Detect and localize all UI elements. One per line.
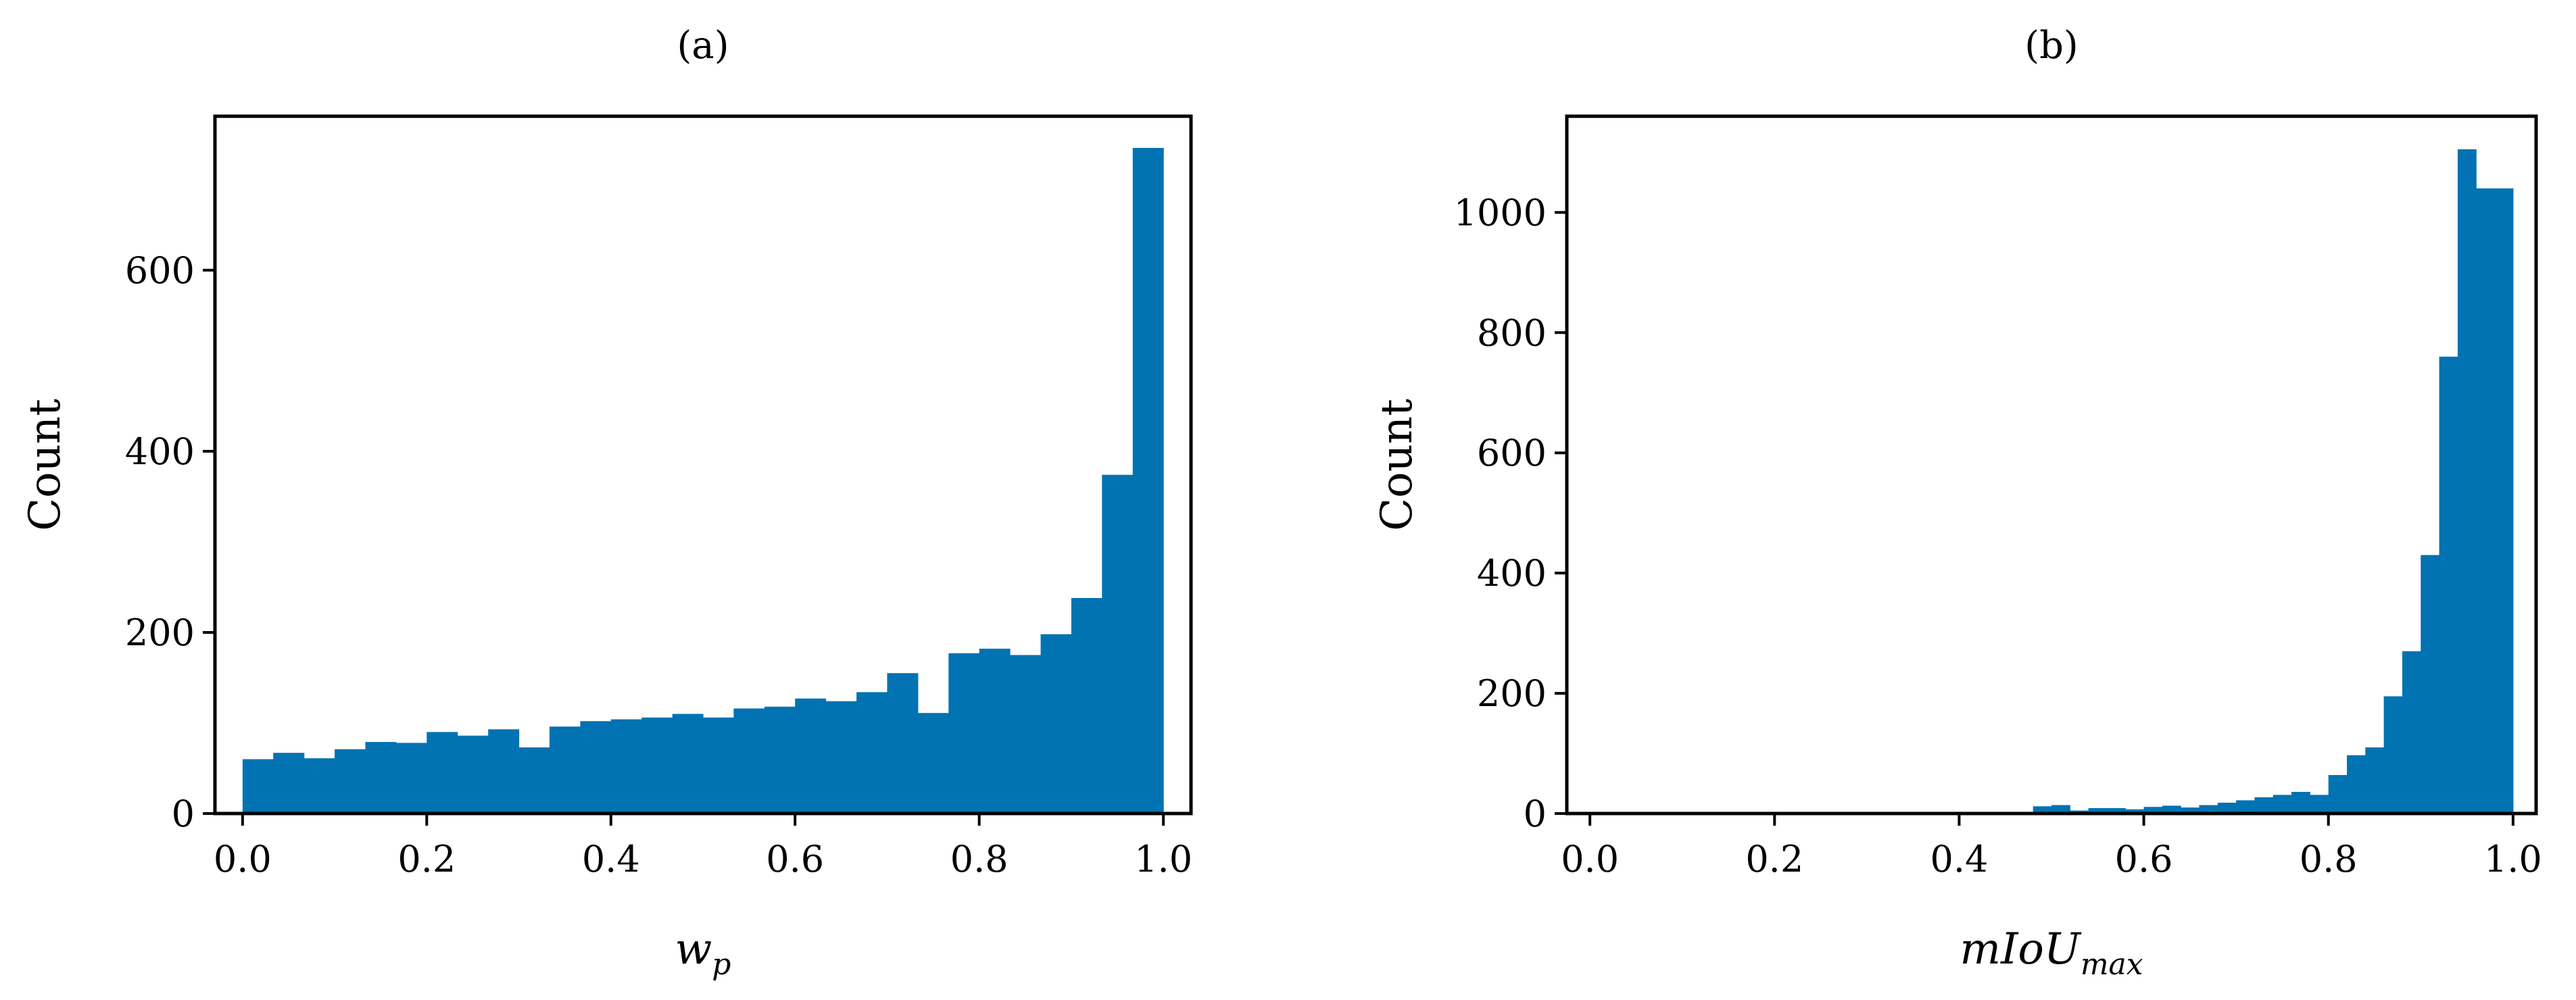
bar-b-17 [2347,755,2366,814]
bar-a-15 [703,717,734,814]
bar-b-9 [2199,805,2218,814]
bar-a-20 [856,692,888,814]
x-axis-label-b: mIoUmax [1960,924,2143,982]
bar-b-12 [2254,797,2274,814]
bar-a-26 [1040,634,1072,814]
bar-b-16 [2328,775,2348,814]
x-axis-label-main-a: w [675,924,712,974]
x-axis-label-sub-a: p [712,947,731,982]
bar-a-5 [395,743,427,814]
x-tick-label-b-5: 1.0 [2484,838,2542,880]
bar-b-25 [2494,188,2514,814]
y-tick-label-b-4: 800 [1477,311,1547,354]
bar-a-23 [948,653,980,814]
y-tick-label-a-3: 600 [125,249,195,292]
panel-a: 0.0 0.2 0.4 0.6 0.8 1.0 0 200 400 600 (a) Count wp [20,24,1193,982]
bar-a-16 [733,708,765,814]
bar-b-19 [2383,696,2403,814]
bar-a-12 [610,719,642,814]
axes-frame-b [1565,114,2538,816]
bar-a-27 [1071,598,1102,814]
x-axis-label-sub-b: max [2081,947,2143,982]
bar-a-4 [365,742,397,814]
bar-b-5 [2125,809,2145,814]
bars-a [242,147,1164,814]
x-tick-label-b-0: 0.0 [1561,838,1619,880]
bar-a-2 [303,758,335,814]
bar-a-3 [335,749,366,814]
bar-a-7 [457,735,489,814]
y-axis-label-a: Count [20,399,70,531]
y-tick-label-a-1: 200 [125,611,195,654]
bar-a-0 [242,759,274,814]
bar-a-11 [580,721,612,814]
bar-a-28 [1102,474,1134,814]
bar-a-17 [764,706,796,814]
y-tick-label-a-0: 0 [172,793,195,835]
panel-title-b: (b) [2024,24,2079,68]
x-tick-label-b-3: 0.6 [2115,838,2173,880]
y-tick-label-a-2: 400 [125,430,195,473]
x-tick-label-a-4: 0.8 [950,838,1008,880]
panel-title-a: (a) [677,24,729,68]
bar-b-21 [2421,555,2440,814]
x-tick-label-a-0: 0.0 [214,838,272,880]
bar-b-10 [2217,802,2237,814]
panel-b: 0.0 0.2 0.4 0.6 0.8 1.0 0 200 400 600 800 1000 (b) Co… [1372,24,2542,982]
bar-b-0 [2033,806,2052,814]
bar-b-1 [2051,805,2070,814]
bar-b-13 [2273,795,2292,814]
bars-b [2033,149,2514,814]
bar-a-21 [887,673,919,814]
y-tick-label-b-2: 400 [1477,552,1547,595]
bar-b-8 [2181,807,2200,814]
bar-a-8 [488,729,520,814]
bar-a-29 [1132,147,1164,814]
bar-a-13 [641,717,673,814]
bar-a-6 [427,732,458,814]
bar-a-22 [917,713,949,814]
bar-a-9 [518,747,550,814]
x-tick-label-b-1: 0.2 [1745,838,1803,880]
y-tick-label-b-5: 1000 [1454,191,1547,234]
bar-b-18 [2365,747,2385,814]
bar-a-10 [549,726,581,814]
bar-b-3 [2088,807,2108,814]
bar-a-24 [979,649,1011,814]
y-tick-label-b-1: 200 [1477,672,1547,715]
axes-frame-a [213,114,1193,816]
x-tick-label-a-1: 0.2 [397,838,456,880]
x-tick-label-a-5: 1.0 [1134,838,1192,880]
x-axis-label-main-b: mIoU [1960,924,2082,974]
x-tick-label-b-4: 0.8 [2300,838,2358,880]
y-tick-label-b-0: 0 [1524,793,1547,835]
x-tick-label-b-2: 0.4 [1930,838,1988,880]
bar-b-6 [2143,807,2163,814]
bar-a-14 [672,714,704,814]
bar-b-7 [2162,805,2181,814]
bar-a-19 [825,701,857,814]
y-axis-label-b: Count [1372,399,1422,531]
x-axis-label-a: wp [675,924,731,982]
bar-a-18 [795,698,827,814]
bar-b-15 [2310,795,2329,814]
bar-a-1 [273,753,305,814]
x-tick-label-a-3: 0.6 [766,838,824,880]
bar-b-14 [2291,791,2310,814]
bar-b-24 [2476,188,2496,814]
bar-b-22 [2439,356,2458,814]
bar-b-20 [2402,651,2421,814]
y-tick-label-b-3: 600 [1477,432,1547,474]
bar-b-23 [2457,149,2477,814]
bar-b-4 [2106,807,2126,814]
bar-a-25 [1010,655,1042,814]
bar-b-11 [2236,800,2256,814]
x-tick-label-a-2: 0.4 [582,838,640,880]
